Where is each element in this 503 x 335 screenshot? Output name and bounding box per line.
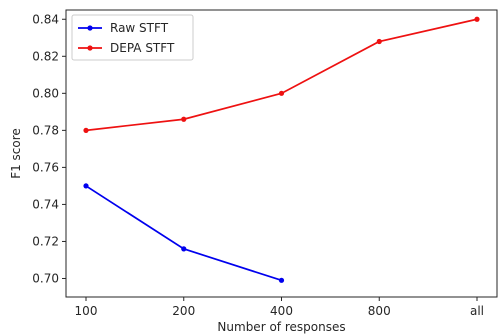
data-point-0 [83,183,89,189]
data-point-1 [474,16,480,22]
legend-box [71,14,194,61]
y-tick-label: 0.76 [32,160,59,174]
y-tick-label: 0.70 [32,271,59,285]
x-axis-label: Number of responses [217,320,345,334]
series-line-0 [85,185,282,282]
data-point-0 [278,277,285,283]
y-axis: 0.70 0.72 0.74 0.76 0.78 0.80 0.82 0.84 [32,12,66,285]
x-tick-label: 200 [172,304,195,318]
data-point-1 [181,116,187,122]
data-point-1 [278,90,285,96]
y-tick-label: 0.78 [32,123,59,137]
y-axis-label: F1 score [9,128,23,179]
y-tick-label: 0.74 [32,197,59,211]
x-tick-label: 100 [75,304,98,318]
x-tick-label: 400 [270,304,293,318]
legend-label-1: DEPA STFT [110,41,175,55]
x-tick-label: all [470,304,484,318]
legend-marker-0 [87,25,93,31]
y-tick-label: 0.82 [32,49,59,63]
y-tick-label: 0.84 [32,12,59,26]
data-point-1 [376,38,382,45]
legend: Raw STFT DEPA STFT [71,14,194,61]
x-axis: 100 200 400 800 all [75,297,484,318]
y-tick-label: 0.72 [32,234,59,248]
series-layer [83,16,480,283]
y-tick-label: 0.80 [32,86,59,100]
legend-marker-1 [87,45,93,51]
data-point-0 [181,246,187,252]
x-tick-label: 800 [368,304,391,318]
data-point-1 [83,127,89,133]
legend-label-0: Raw STFT [110,21,169,35]
